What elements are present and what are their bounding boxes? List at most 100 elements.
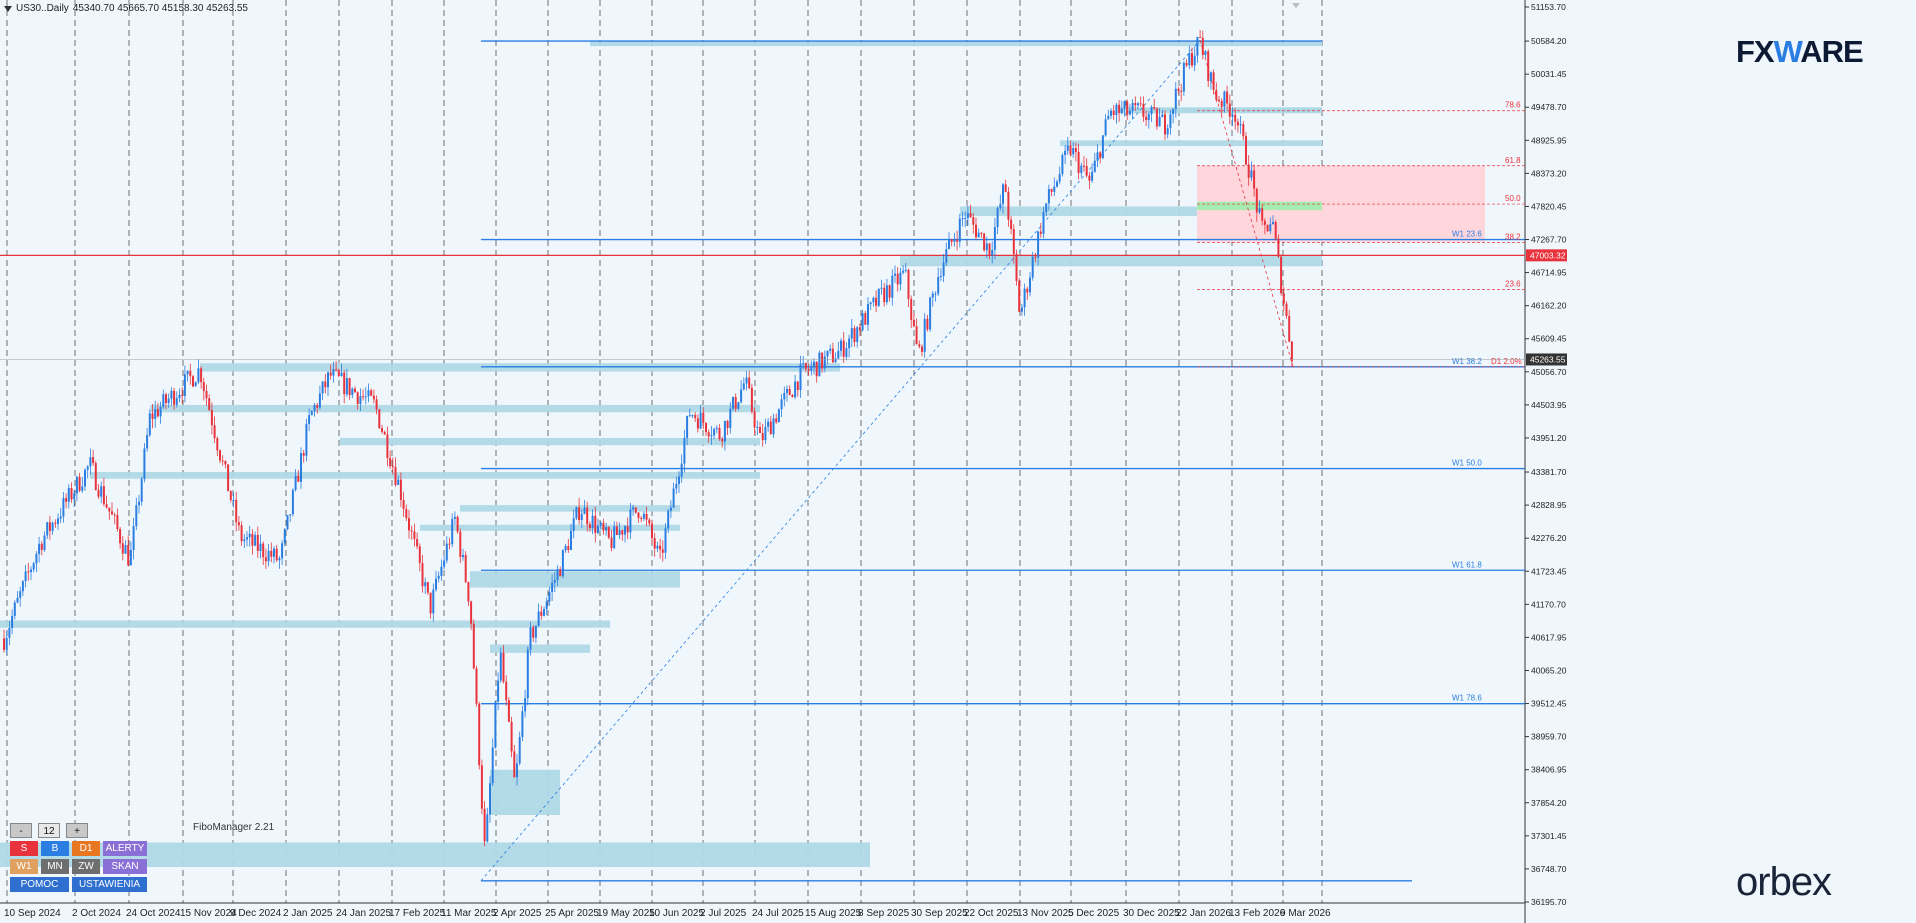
candle-body	[864, 313, 867, 325]
candle-body	[1091, 171, 1094, 181]
fibo-weekly-label: W1 78.6	[1452, 694, 1482, 703]
candle-body	[896, 273, 899, 285]
candle-body	[532, 627, 535, 638]
support-zone	[420, 524, 680, 531]
candle-body	[259, 543, 262, 551]
candle-body	[1204, 51, 1207, 55]
candle-body	[286, 515, 289, 530]
price-label: 47820.45	[1531, 201, 1567, 211]
candle-body	[1158, 116, 1161, 127]
candle-body	[297, 475, 300, 482]
candle-body	[459, 531, 462, 558]
price-label: 44503.95	[1531, 400, 1567, 410]
support-zone	[1120, 108, 1322, 114]
fibo-daily-label: 78.6	[1505, 101, 1521, 110]
candle-body	[618, 530, 621, 535]
candle-body	[1169, 114, 1172, 129]
candle-body	[983, 233, 986, 251]
candle-body	[324, 381, 327, 388]
price-label: 46162.20	[1531, 301, 1567, 311]
candle-body	[726, 420, 729, 429]
candle-body	[551, 582, 554, 592]
candle-body	[1004, 184, 1007, 192]
candle-body	[1250, 170, 1253, 178]
candle-body	[939, 275, 942, 277]
candle-body	[337, 369, 340, 377]
candle-body	[113, 514, 116, 516]
plus-button[interactable]: +	[66, 823, 88, 838]
support-zone	[470, 571, 680, 588]
candle-body	[127, 545, 130, 566]
candle-body	[413, 531, 416, 540]
candle-body	[443, 560, 446, 567]
candle-body	[8, 627, 11, 638]
candle-body	[945, 249, 948, 263]
candle-body	[648, 519, 651, 524]
candle-body	[348, 378, 351, 396]
candle-body	[634, 507, 637, 513]
price-label: 38959.70	[1531, 732, 1567, 742]
w1-button[interactable]: W1	[10, 859, 38, 874]
candle-body	[602, 522, 605, 531]
candle-body	[437, 575, 440, 579]
candle-body	[799, 364, 802, 391]
candle-body	[948, 239, 950, 250]
candle-body	[580, 514, 583, 521]
candle-body	[858, 327, 861, 331]
candle-body	[961, 218, 964, 220]
orbex-logo: orbex	[1736, 860, 1832, 904]
dropdown-triangle-icon[interactable]	[4, 5, 12, 12]
candle-body	[208, 398, 211, 411]
candle-body	[1177, 88, 1180, 91]
zw-button[interactable]: ZW	[72, 859, 100, 874]
alerty-button[interactable]: ALERTY	[103, 841, 147, 856]
fibo-weekly-label: W1 23.6	[1452, 230, 1482, 239]
time-label: 5 Dec 2025	[1068, 908, 1120, 919]
candle-body	[972, 217, 975, 225]
candle-body	[402, 499, 405, 509]
s-button[interactable]: S	[10, 841, 38, 856]
candle-body	[1196, 36, 1199, 56]
b-button[interactable]: B	[41, 841, 69, 856]
pomoc-button[interactable]: POMOC	[10, 877, 69, 892]
d1-button[interactable]: D1	[72, 841, 100, 856]
candle-body	[351, 388, 354, 396]
candle-body	[680, 463, 683, 477]
candle-body	[699, 412, 702, 429]
candle-body	[111, 511, 113, 515]
candle-body	[1180, 90, 1183, 92]
candle-body	[888, 285, 891, 298]
candle-body	[1039, 231, 1042, 234]
candle-body	[696, 418, 699, 429]
minus-button[interactable]: -	[10, 823, 32, 838]
candle-body	[572, 518, 575, 531]
value-field[interactable]: 12	[38, 823, 60, 838]
candle-body	[783, 392, 786, 400]
candle-body	[283, 529, 286, 544]
candle-body	[818, 352, 821, 377]
candle-body	[845, 348, 848, 357]
candle-body	[227, 464, 230, 492]
candle-body	[254, 534, 257, 546]
candle-body	[715, 427, 718, 429]
candle-body	[1247, 164, 1250, 178]
candle-body	[189, 370, 192, 377]
ustawienia-button[interactable]: USTAWIENIA	[72, 877, 147, 892]
candle-body	[534, 625, 537, 638]
price-label: 36748.70	[1531, 864, 1567, 874]
candle-body	[1199, 36, 1202, 38]
candle-body	[410, 530, 413, 532]
mn-button[interactable]: MN	[41, 859, 69, 874]
candle-body	[151, 413, 154, 419]
candle-body	[489, 783, 491, 815]
trend-line	[480, 39, 1201, 882]
candle-body	[200, 368, 203, 383]
candle-body	[5, 637, 8, 650]
candle-body	[802, 363, 805, 365]
time-label: 15 Nov 2024	[180, 908, 237, 919]
candle-body	[750, 387, 753, 412]
fibo-daily-label: 50.0	[1505, 194, 1521, 203]
skan-button[interactable]: SKAN	[103, 859, 147, 874]
candle-body	[1228, 103, 1231, 117]
